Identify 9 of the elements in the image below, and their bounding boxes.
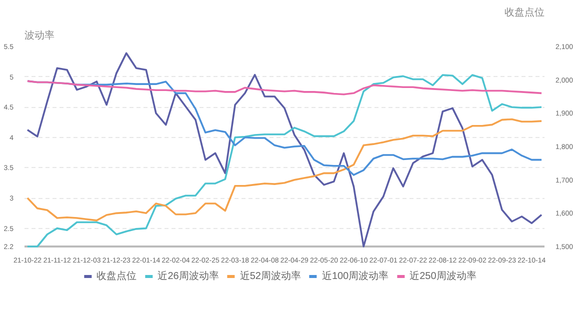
legend-label: 近52周波动率 <box>240 270 301 283</box>
legend-label: 收盘点位 <box>96 270 137 283</box>
line-series <box>26 118 542 222</box>
line-series <box>26 80 542 96</box>
legend-label: 近100周波动率 <box>322 270 389 283</box>
legend-label: 近250周波动率 <box>410 270 476 283</box>
legend-label: 近26周波动率 <box>158 270 219 283</box>
y2-axis-title: 收盘点位 <box>504 6 544 18</box>
y-axis-title: 波动率 <box>24 30 54 42</box>
